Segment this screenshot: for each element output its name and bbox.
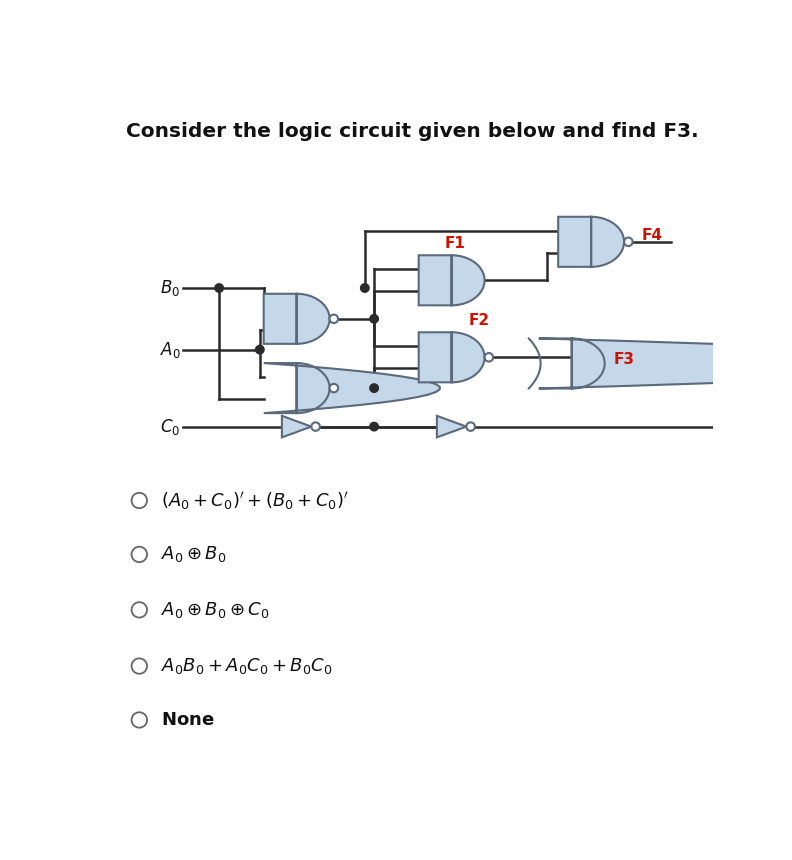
Text: $\mathbf{None}$: $\mathbf{None}$: [161, 711, 215, 729]
Polygon shape: [264, 294, 329, 344]
Text: $B_0$: $B_0$: [160, 278, 181, 298]
Polygon shape: [419, 255, 485, 305]
Polygon shape: [558, 217, 624, 267]
Polygon shape: [539, 339, 792, 389]
Circle shape: [370, 422, 379, 431]
Circle shape: [131, 547, 147, 562]
Circle shape: [131, 602, 147, 617]
Circle shape: [360, 284, 369, 292]
Circle shape: [370, 384, 379, 392]
Text: $C_0$: $C_0$: [160, 416, 181, 437]
Text: $A_0$: $A_0$: [159, 340, 181, 359]
Circle shape: [131, 659, 147, 673]
Text: F2: F2: [469, 313, 489, 329]
Text: F4: F4: [642, 228, 663, 243]
Circle shape: [624, 237, 633, 246]
Circle shape: [256, 346, 264, 353]
Circle shape: [329, 384, 338, 392]
Text: $A_0 \oplus B_0 \oplus C_0$: $A_0 \oplus B_0 \oplus C_0$: [161, 600, 269, 620]
Text: $(A_0+C_0)^\prime+(B_0+C_0)^\prime$: $(A_0+C_0)^\prime+(B_0+C_0)^\prime$: [161, 489, 349, 512]
Text: $A_0 \oplus B_0$: $A_0 \oplus B_0$: [161, 544, 227, 564]
Polygon shape: [264, 363, 440, 413]
Circle shape: [370, 315, 379, 323]
Polygon shape: [419, 332, 485, 383]
Text: $A_0B_0+A_0C_0+B_0C_0$: $A_0B_0+A_0C_0+B_0C_0$: [161, 656, 333, 676]
Circle shape: [131, 493, 147, 508]
Polygon shape: [437, 416, 466, 438]
Text: F3: F3: [614, 352, 635, 367]
Circle shape: [329, 315, 338, 323]
Circle shape: [131, 712, 147, 728]
Polygon shape: [282, 416, 311, 438]
Circle shape: [466, 422, 475, 431]
Text: Consider the logic circuit given below and find F3.: Consider the logic circuit given below a…: [126, 122, 699, 141]
Circle shape: [485, 353, 493, 361]
Circle shape: [311, 422, 320, 431]
Circle shape: [215, 284, 223, 292]
Text: F1: F1: [445, 236, 466, 250]
